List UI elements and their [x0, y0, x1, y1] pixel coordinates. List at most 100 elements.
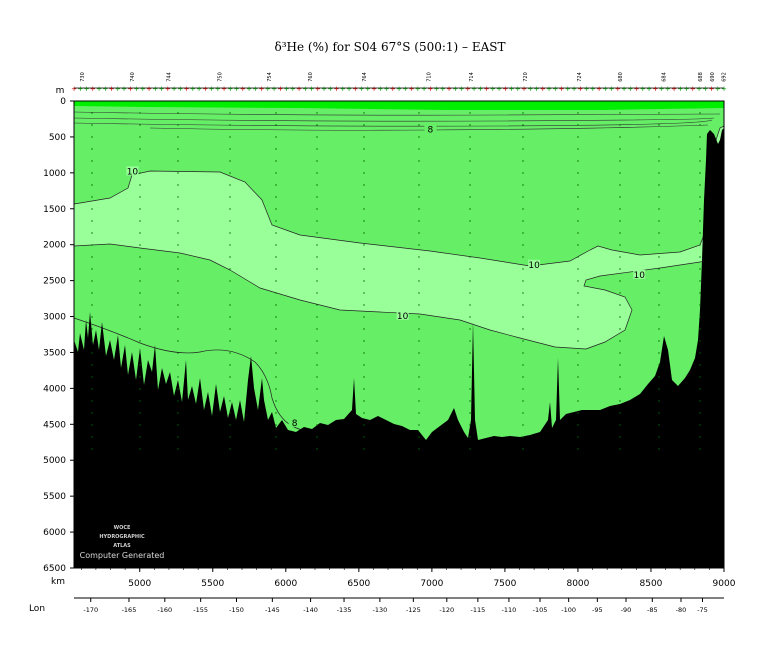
sample-dot — [418, 124, 420, 126]
sample-dot — [418, 244, 420, 246]
sample-dot — [418, 268, 420, 270]
contour-label-bg — [528, 259, 541, 269]
watermark-line-1: WOCE — [114, 525, 131, 531]
sample-dot — [522, 292, 524, 294]
sample-dot — [363, 304, 365, 306]
plot-area — [74, 101, 724, 568]
sample-dot — [91, 136, 93, 138]
sample-dot — [418, 388, 420, 390]
sample-dot — [316, 232, 318, 234]
sample-dot — [275, 124, 277, 126]
sample-dot — [275, 280, 277, 282]
sample-dot — [577, 268, 579, 270]
sample-dot — [469, 256, 471, 258]
sample-dot — [522, 364, 524, 366]
station-tick-mark: + — [346, 85, 352, 93]
sample-dot — [275, 244, 277, 246]
sample-dot — [91, 208, 93, 210]
sample-dot — [229, 172, 231, 174]
sample-dot — [363, 232, 365, 234]
sample-dot — [658, 376, 660, 378]
station-tick-mark: + — [646, 85, 652, 93]
sample-dot — [177, 172, 179, 174]
station-tick-mark: + — [490, 85, 496, 93]
sample-dot — [229, 232, 231, 234]
sample-dot — [229, 316, 231, 318]
sample-dot — [522, 352, 524, 354]
station-tick-mark: + — [190, 85, 196, 93]
sample-dot — [139, 424, 141, 426]
sample-dot — [139, 160, 141, 162]
sample-dot — [522, 244, 524, 246]
station-tick-mark: + — [327, 85, 333, 93]
y-tick-label: 2500 — [43, 277, 66, 287]
sample-dot — [418, 232, 420, 234]
sample-dot — [577, 208, 579, 210]
station-tick-mark: + — [446, 85, 452, 93]
sample-dot — [658, 196, 660, 198]
sample-dot — [91, 328, 93, 330]
sample-dot — [229, 148, 231, 150]
sample-dot — [699, 208, 701, 210]
sample-dot — [363, 208, 365, 210]
sample-dot — [577, 256, 579, 258]
station-label: 750 — [218, 72, 224, 82]
sample-dot — [363, 316, 365, 318]
sample-dot — [469, 340, 471, 342]
sample-dot — [619, 136, 621, 138]
station-tick-mark: + — [159, 85, 165, 93]
station-tick-mark: + — [71, 85, 77, 93]
sample-dot — [363, 112, 365, 114]
sample-dot — [658, 436, 660, 438]
sample-dot — [522, 184, 524, 186]
x-axis-label: km — [51, 577, 65, 587]
y-tick-label: 500 — [49, 133, 66, 143]
lon-tick-label: -80 — [676, 606, 687, 614]
sample-dot — [469, 136, 471, 138]
sample-dot — [577, 148, 579, 150]
sample-dot — [658, 388, 660, 390]
station-label: 730 — [80, 72, 86, 82]
sample-dot — [177, 340, 179, 342]
sample-dot — [577, 196, 579, 198]
sample-dot — [522, 436, 524, 438]
sample-dot — [522, 400, 524, 402]
sample-dot — [577, 400, 579, 402]
sample-dot — [275, 184, 277, 186]
sample-dot — [658, 208, 660, 210]
station-tick-mark: + — [165, 85, 171, 93]
sample-dot — [177, 316, 179, 318]
contour-label: 10 — [397, 312, 409, 322]
sample-dot — [469, 244, 471, 246]
sample-dot — [363, 376, 365, 378]
station-tick-mark: + — [409, 85, 415, 93]
y-tick-label: 1000 — [43, 169, 66, 179]
sample-dot — [699, 424, 701, 426]
lon-tick-label: -110 — [502, 606, 517, 614]
sample-dot — [91, 448, 93, 450]
sample-dot — [418, 292, 420, 294]
station-tick-mark: + — [96, 85, 102, 93]
sample-dot — [177, 124, 179, 126]
sample-dot — [469, 268, 471, 270]
sample-dot — [522, 208, 524, 210]
lon-tick-label: -125 — [406, 606, 421, 614]
station-tick-mark: + — [502, 85, 508, 93]
y-tick-label: 5500 — [43, 492, 66, 502]
station-tick-mark: + — [640, 85, 646, 93]
sample-dot — [139, 124, 141, 126]
station-tick-mark: + — [521, 85, 527, 93]
sample-dot — [699, 388, 701, 390]
lon-tick-label: -155 — [193, 606, 208, 614]
sample-dot — [469, 388, 471, 390]
sample-dot — [522, 316, 524, 318]
sample-dot — [139, 256, 141, 258]
sample-dot — [139, 244, 141, 246]
station-tick-mark: + — [221, 85, 227, 93]
sample-dot — [275, 436, 277, 438]
sample-dot — [177, 448, 179, 450]
station-tick-mark: + — [290, 85, 296, 93]
sample-dot — [418, 112, 420, 114]
sample-dot — [275, 292, 277, 294]
sample-dot — [363, 328, 365, 330]
